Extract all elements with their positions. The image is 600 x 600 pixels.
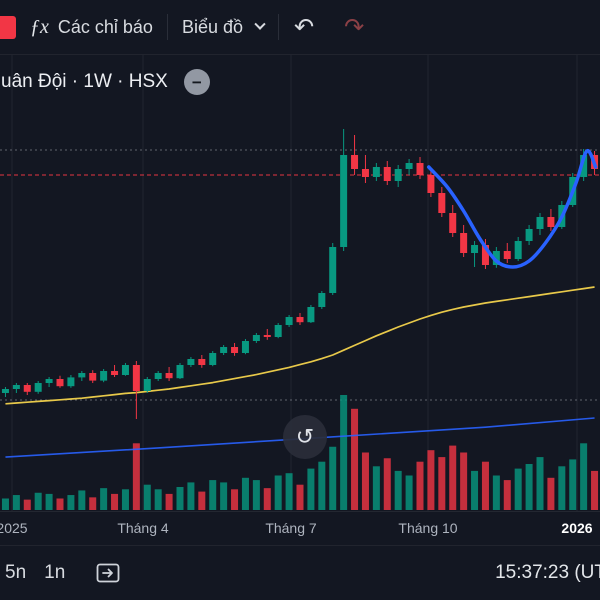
toolbar-divider: [166, 14, 168, 40]
fx-icon: ƒx: [30, 15, 49, 38]
time-axis-label: 2026: [561, 520, 593, 536]
refresh-button[interactable]: ↺: [283, 415, 327, 459]
chart-type-label: Biểu đồ: [181, 16, 244, 37]
indicators-label: Các chỉ báo: [57, 16, 153, 37]
redo-button[interactable]: ↷: [329, 0, 379, 54]
chart-type-button[interactable]: Biểu đồ: [168, 0, 278, 54]
toolbar-divider: [278, 14, 280, 40]
time-axis-label: Tháng 7: [265, 520, 317, 536]
indicators-button[interactable]: ƒx Các chỉ báo: [16, 0, 167, 54]
chevron-down-icon: [254, 18, 266, 30]
collapse-legend-button[interactable]: −: [183, 69, 210, 95]
bottom-bar: 5n 1n 15:37:23 (UT: [0, 545, 600, 600]
time-axis-label: Tháng 4: [117, 520, 169, 536]
time-axis-label: 2025: [0, 520, 28, 536]
interval-button-5n[interactable]: 5n: [2, 562, 41, 584]
time-axis[interactable]: 2025 Tháng 4 Tháng 7 Tháng 10 2026: [0, 511, 600, 545]
interval-button-1n[interactable]: 1n: [41, 562, 80, 584]
symbol-bar: uân Đội · 1W · HSX −: [1, 69, 210, 95]
top-toolbar: ƒx Các chỉ báo Biểu đồ ↶ ↷: [0, 0, 600, 55]
red-square-icon[interactable]: [0, 15, 16, 39]
undo-button[interactable]: ↶: [279, 0, 329, 54]
symbol-title[interactable]: uân Đội · 1W · HSX: [1, 71, 168, 92]
clock-display[interactable]: 15:37:23 (UT: [495, 562, 600, 583]
chart-region: uân Đội · 1W · HSX − ↺ 2025 Tháng 4 Tháng …: [0, 55, 600, 545]
interval-buttons: 5n 1n: [2, 562, 80, 584]
goto-date-icon: [96, 563, 120, 583]
goto-date-button[interactable]: [94, 559, 122, 587]
chart-canvas[interactable]: [0, 55, 600, 511]
time-axis-label: Tháng 10: [398, 520, 458, 536]
